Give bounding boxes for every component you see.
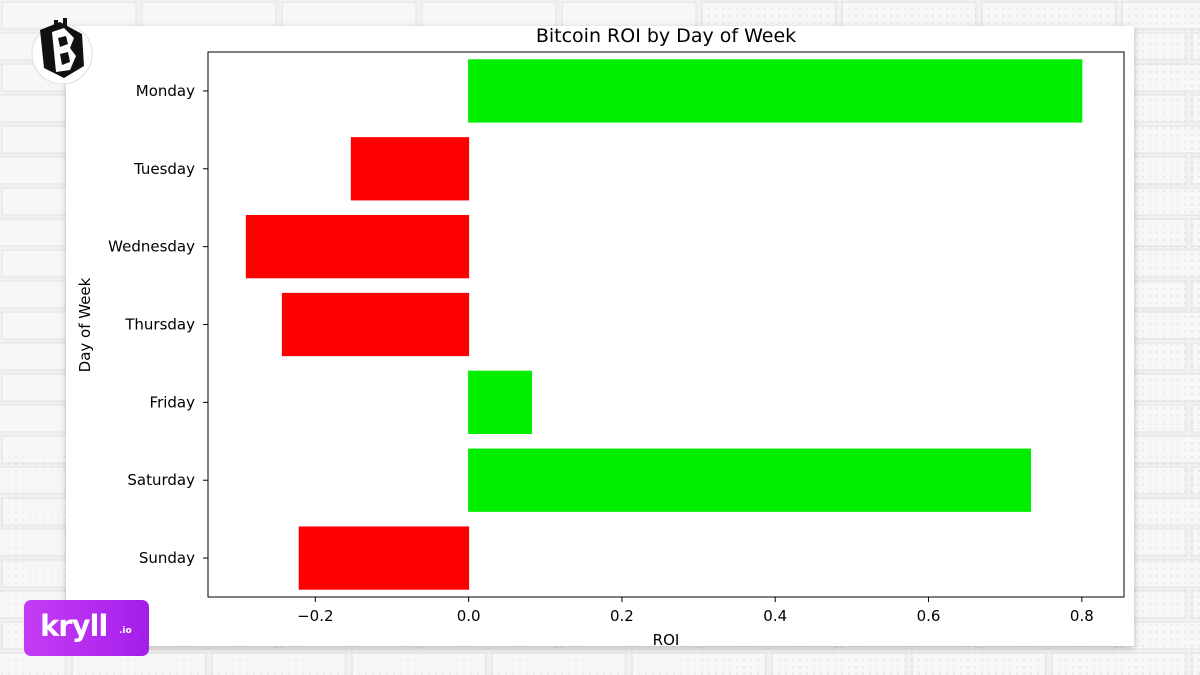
bar-tuesday — [350, 137, 470, 201]
kryll-logo: kryll .io — [24, 600, 149, 656]
x-tick-label: 0.8 — [1070, 607, 1094, 625]
y-ticks-group: Monday Tuesday Wednesday Thursday Friday Satu… — [108, 82, 208, 567]
y-tick-label: Wednesday — [108, 238, 195, 256]
bars-group — [245, 59, 1083, 590]
x-tick-label: −0.2 — [297, 607, 333, 625]
y-tick-label: Monday — [136, 82, 195, 100]
chart-title: Bitcoin ROI by Day of Week — [536, 25, 796, 47]
y-tick-label: Thursday — [124, 316, 195, 334]
bar-wednesday — [245, 215, 470, 279]
x-tick-label: 0.0 — [457, 607, 481, 625]
bar-monday — [468, 59, 1083, 123]
y-tick-label: Saturday — [127, 471, 195, 489]
y-tick-label: Tuesday — [133, 160, 195, 178]
bar-saturday — [468, 448, 1031, 512]
bitcoin-logo-icon — [31, 18, 93, 84]
y-tick-label: Friday — [150, 393, 196, 411]
bar-thursday — [281, 292, 470, 357]
x-tick-label: 0.2 — [610, 607, 634, 625]
x-axis-label: ROI — [653, 631, 680, 649]
y-axis-label: Day of Week — [76, 277, 94, 372]
x-ticks-group: −0.2 0.0 0.2 0.4 0.6 0.8 — [297, 597, 1094, 625]
kryll-logo-text: kryll — [40, 609, 108, 643]
y-tick-label: Sunday — [139, 549, 195, 567]
bar-friday — [468, 370, 532, 435]
x-tick-label: 0.4 — [763, 607, 787, 625]
bar-sunday — [298, 526, 470, 590]
x-tick-label: 0.6 — [917, 607, 941, 625]
kryll-logo-tld: .io — [119, 626, 132, 636]
